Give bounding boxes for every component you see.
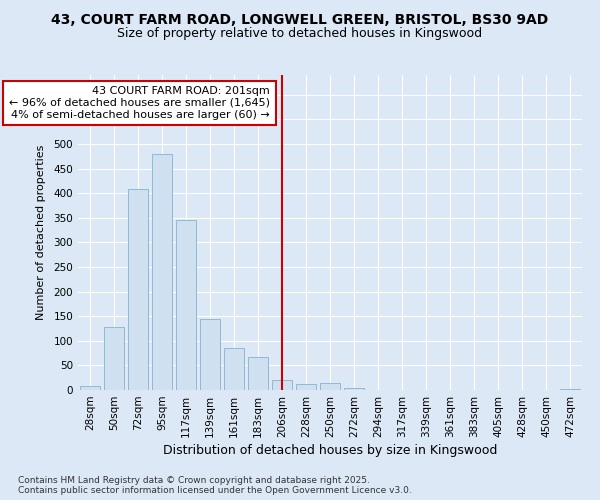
Text: 43, COURT FARM ROAD, LONGWELL GREEN, BRISTOL, BS30 9AD: 43, COURT FARM ROAD, LONGWELL GREEN, BRI…: [52, 12, 548, 26]
Bar: [224, 348, 244, 390]
Bar: [320, 382, 340, 390]
Bar: [560, 389, 580, 390]
Bar: [344, 388, 364, 390]
Text: Size of property relative to detached houses in Kingswood: Size of property relative to detached ho…: [118, 28, 482, 40]
Bar: [152, 154, 172, 390]
Text: 43 COURT FARM ROAD: 201sqm
← 96% of detached houses are smaller (1,645)
4% of se: 43 COURT FARM ROAD: 201sqm ← 96% of deta…: [9, 86, 270, 120]
X-axis label: Distribution of detached houses by size in Kingswood: Distribution of detached houses by size …: [163, 444, 497, 457]
Bar: [128, 189, 148, 390]
Y-axis label: Number of detached properties: Number of detached properties: [37, 145, 46, 320]
Bar: [176, 220, 196, 390]
Bar: [296, 384, 316, 390]
Bar: [272, 380, 292, 390]
Bar: [200, 318, 220, 390]
Text: Contains HM Land Registry data © Crown copyright and database right 2025.
Contai: Contains HM Land Registry data © Crown c…: [18, 476, 412, 495]
Bar: [248, 356, 268, 390]
Bar: [104, 327, 124, 390]
Bar: [80, 386, 100, 390]
